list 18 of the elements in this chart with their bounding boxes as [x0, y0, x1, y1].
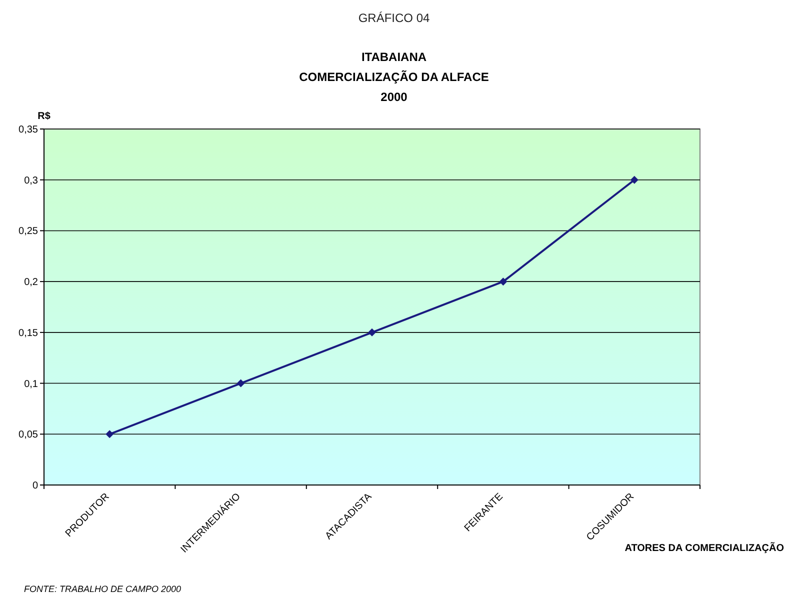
y-tick-label: 0,35	[18, 124, 38, 136]
point	[630, 176, 638, 184]
x-axis-title: ATORES DA COMERCIALIZAÇÃO	[624, 542, 784, 554]
y-tick-label: 0,2	[24, 277, 38, 288]
y-tick-label: 0,05	[18, 430, 38, 441]
y-tick-label: 0,3	[24, 175, 38, 186]
source-note: FONTE: TRABALHO DE CAMPO 2000	[24, 584, 182, 594]
point	[236, 379, 245, 388]
point	[368, 328, 376, 336]
y-axis-title: R$	[38, 111, 51, 122]
point	[106, 430, 114, 438]
y-tick-label: 0,25	[18, 226, 38, 238]
chart-title: GRÁFICO 04	[358, 11, 430, 25]
y-tick-label: 0,1	[24, 378, 38, 390]
chart-subtitle: ITABAIANA COMERCIALIZAÇÃO DA ALFACE 2000	[299, 50, 489, 104]
point	[499, 278, 508, 286]
y-tick-label: 0	[32, 480, 38, 492]
y-tick-label: 0,15	[18, 328, 38, 339]
